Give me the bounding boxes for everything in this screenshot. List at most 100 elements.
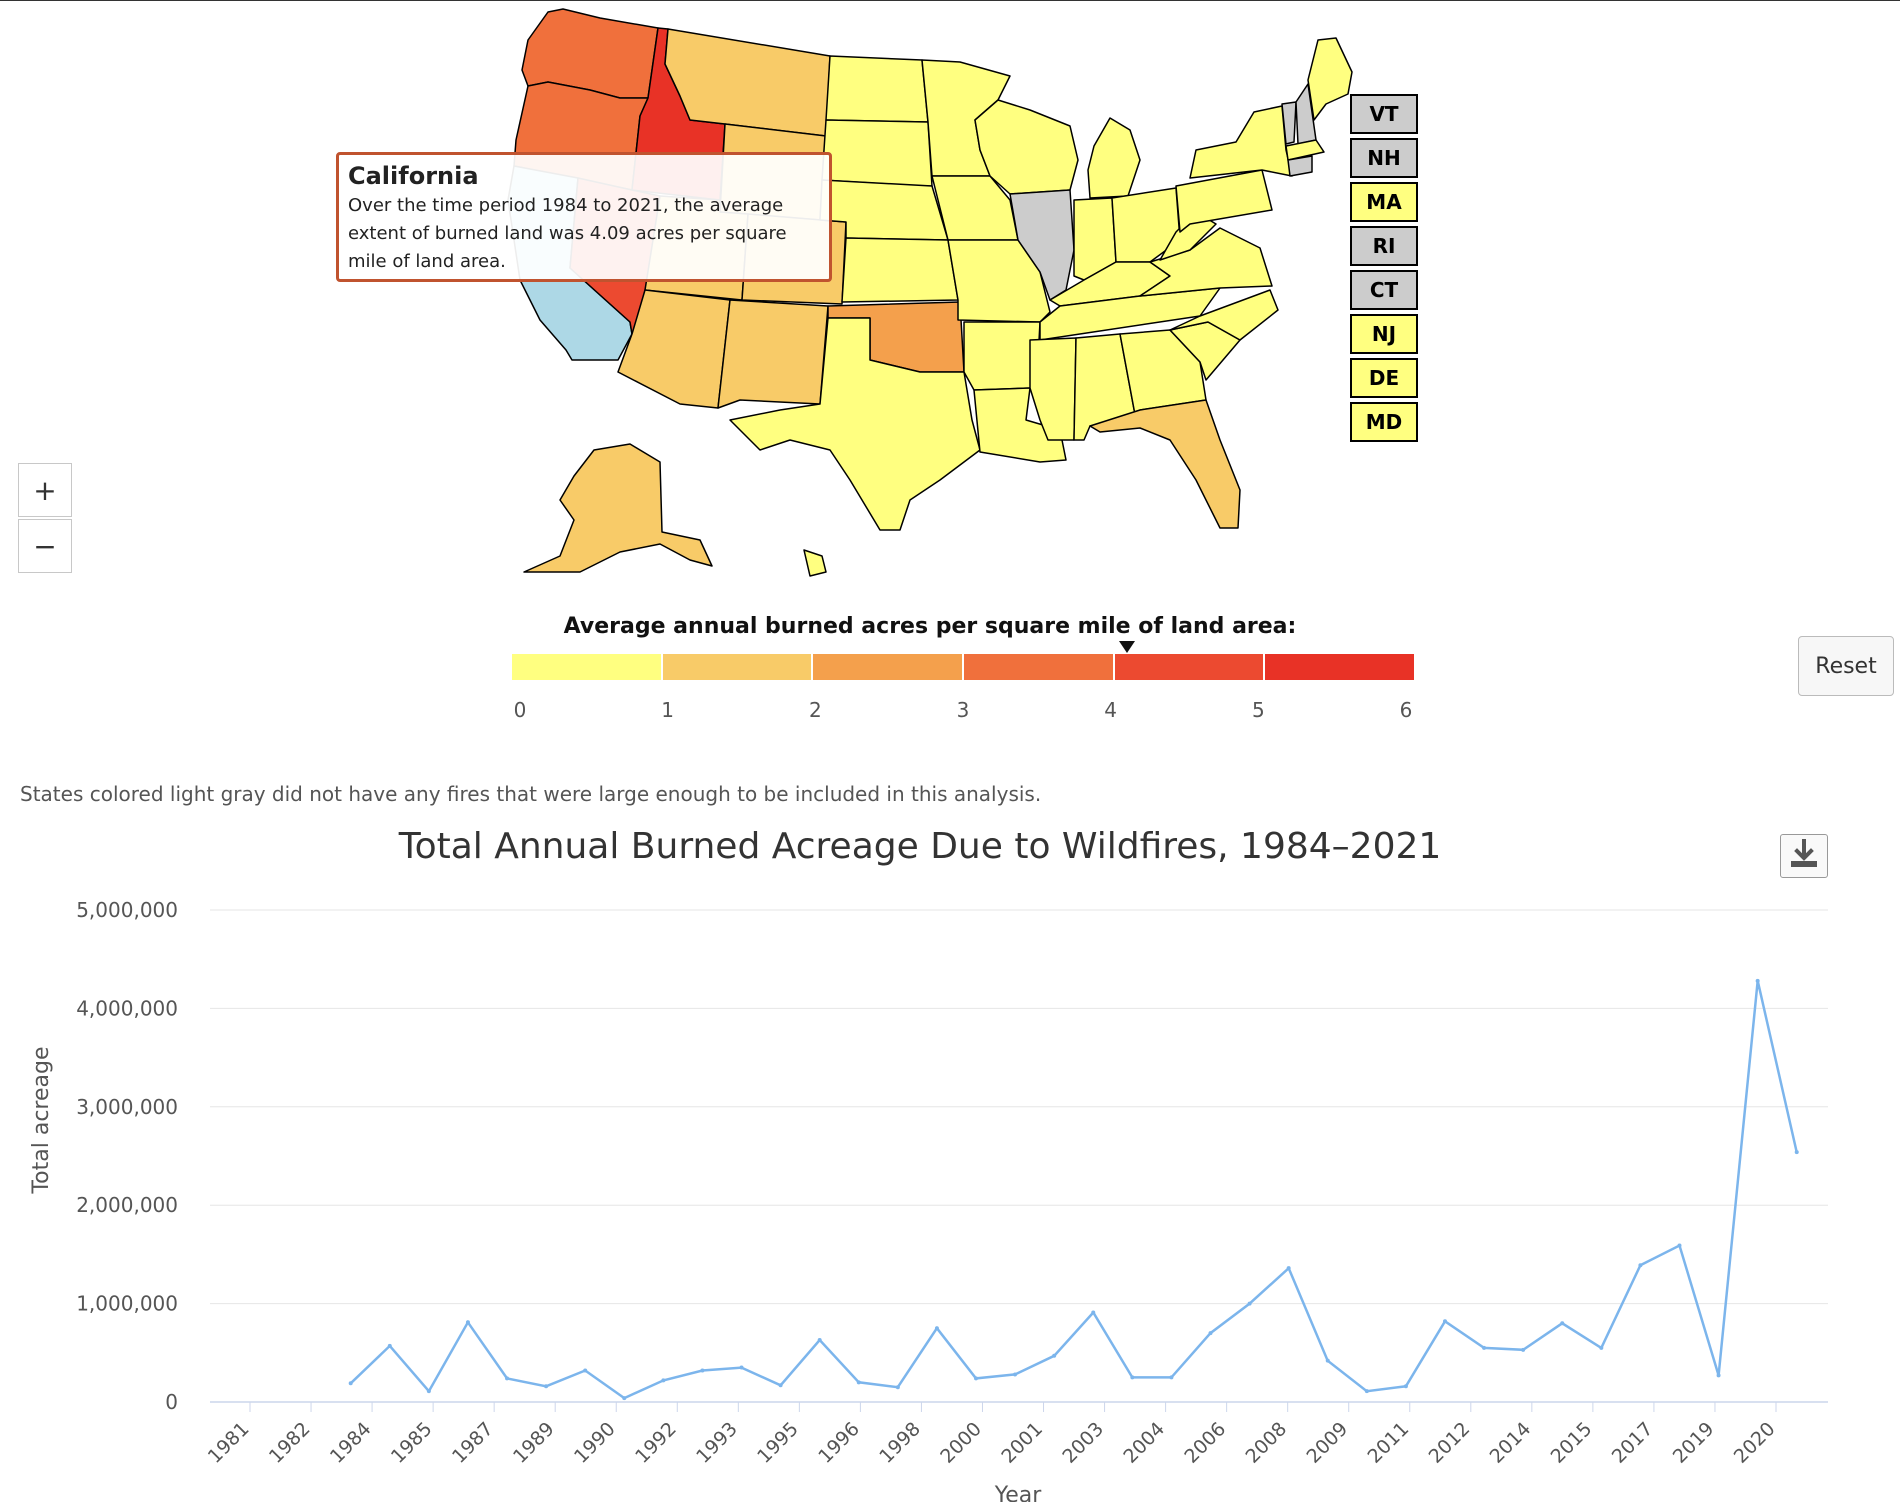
data-point[interactable]: [1442, 1319, 1447, 1324]
x-tick-label: 2003: [1058, 1418, 1108, 1468]
state-maine[interactable]: [1307, 37, 1353, 121]
state-connecticut[interactable]: [1287, 155, 1313, 177]
tooltip-text: Over the time period 1984 to 2021, the a…: [348, 195, 787, 272]
small-state-de[interactable]: DE: [1350, 358, 1418, 398]
data-point[interactable]: [1091, 1310, 1096, 1315]
data-point[interactable]: [426, 1389, 431, 1394]
data-point[interactable]: [348, 1381, 353, 1386]
download-icon: [1791, 839, 1817, 867]
x-tick-label: 2008: [1241, 1418, 1291, 1468]
data-point[interactable]: [934, 1326, 939, 1331]
small-state-nh[interactable]: NH: [1350, 138, 1418, 178]
export-menu-button[interactable]: [1780, 834, 1828, 878]
state-texas[interactable]: [729, 317, 981, 531]
small-state-ri[interactable]: RI: [1350, 226, 1418, 266]
data-point[interactable]: [1169, 1375, 1174, 1380]
x-tick-label: 2001: [997, 1418, 1047, 1468]
y-tick-label: 5,000,000: [76, 898, 178, 922]
state-florida[interactable]: [1089, 399, 1241, 529]
data-point[interactable]: [1013, 1372, 1018, 1377]
data-point[interactable]: [544, 1384, 549, 1389]
data-point[interactable]: [974, 1376, 979, 1381]
legend-tick-label: 5: [1251, 698, 1265, 722]
y-tick-labels: 0 1,000,000 2,000,000 3,000,000 4,000,000 5,0…: [76, 898, 178, 1414]
small-state-nj[interactable]: NJ: [1350, 314, 1418, 354]
state-virginia[interactable]: [1139, 227, 1273, 297]
x-tick-labels: 1981 1982 1984 1985 1987 1989 1990 1992 1993 1995…: [204, 1402, 1780, 1468]
small-state-md[interactable]: MD: [1350, 402, 1418, 442]
data-point[interactable]: [1325, 1358, 1330, 1363]
x-tick-label: 2004: [1119, 1418, 1169, 1468]
data-point[interactable]: [856, 1380, 861, 1385]
data-point[interactable]: [1208, 1331, 1213, 1336]
reset-button[interactable]: Reset: [1798, 636, 1894, 696]
data-point[interactable]: [1599, 1345, 1604, 1350]
data-point[interactable]: [1286, 1266, 1291, 1271]
legend-tick-label: 3: [956, 698, 970, 722]
state-hawaii[interactable]: [803, 549, 827, 577]
x-tick-label: 1990: [570, 1418, 620, 1468]
data-point[interactable]: [1794, 1150, 1799, 1155]
y-tick-label: 0: [165, 1390, 178, 1414]
small-state-ma[interactable]: MA: [1350, 182, 1418, 222]
state-pennsylvania[interactable]: [1175, 169, 1273, 233]
legend-tick-label: 2: [808, 698, 822, 722]
data-point[interactable]: [895, 1385, 900, 1390]
data-point[interactable]: [1677, 1243, 1682, 1248]
data-point[interactable]: [1130, 1375, 1135, 1380]
state-michigan[interactable]: [1087, 117, 1141, 199]
state-north-dakota[interactable]: [825, 55, 929, 123]
burned-acreage-line-chart: 0 1,000,000 2,000,000 3,000,000 4,000,000 5,0…: [29, 898, 1828, 1502]
data-point[interactable]: [465, 1320, 470, 1325]
x-tick-label: 2000: [936, 1418, 986, 1468]
small-state-ct[interactable]: CT: [1350, 270, 1418, 310]
data-point[interactable]: [1521, 1347, 1526, 1352]
legend-tick-label: 1: [661, 698, 675, 722]
x-tick-label: 2019: [1669, 1418, 1719, 1468]
zoom-in-button[interactable]: +: [18, 463, 72, 517]
state-new-mexico[interactable]: [717, 299, 829, 409]
data-point[interactable]: [1364, 1389, 1369, 1394]
tooltip-title: California: [348, 162, 479, 190]
state-vermont[interactable]: [1281, 101, 1297, 145]
zoom-out-button[interactable]: −: [18, 519, 72, 573]
state-arkansas[interactable]: [963, 321, 1041, 391]
data-point[interactable]: [1482, 1345, 1487, 1350]
data-point[interactable]: [583, 1368, 588, 1373]
data-point[interactable]: [1247, 1301, 1252, 1306]
map-panel: + − VT NH MA RI CT NJ DE MD California Over the…: [18, 8, 1418, 722]
state-south-dakota[interactable]: [821, 119, 933, 187]
y-tick-label: 2,000,000: [76, 1193, 178, 1217]
data-point[interactable]: [1560, 1321, 1565, 1326]
x-tick-label: 1998: [875, 1418, 925, 1468]
data-point[interactable]: [739, 1365, 744, 1370]
state-louisiana[interactable]: [973, 387, 1067, 463]
data-point[interactable]: [1403, 1384, 1408, 1389]
x-tick-label: 2009: [1303, 1418, 1353, 1468]
x-tick-label: 1985: [387, 1418, 437, 1468]
data-point[interactable]: [505, 1376, 510, 1381]
data-point[interactable]: [817, 1338, 822, 1343]
x-tick-label: 1993: [692, 1418, 742, 1468]
data-point[interactable]: [661, 1378, 666, 1383]
state-kansas[interactable]: [841, 237, 959, 303]
series-line[interactable]: [349, 980, 1798, 1400]
us-states-map: [507, 8, 1353, 577]
small-state-vt[interactable]: VT: [1350, 94, 1418, 134]
data-point[interactable]: [622, 1396, 627, 1401]
data-point[interactable]: [700, 1368, 705, 1373]
data-point[interactable]: [1052, 1353, 1057, 1358]
state-new-york[interactable]: [1189, 105, 1293, 179]
data-point[interactable]: [1716, 1373, 1721, 1378]
state-montana[interactable]: [664, 28, 831, 137]
data-point[interactable]: [1638, 1263, 1643, 1268]
data-point[interactable]: [778, 1383, 783, 1388]
data-point[interactable]: [1755, 978, 1760, 983]
state-massachusetts[interactable]: [1285, 139, 1325, 161]
x-tick-label: 2014: [1486, 1418, 1536, 1468]
data-point[interactable]: [387, 1343, 392, 1348]
legend-segment: [1265, 654, 1415, 680]
state-alaska[interactable]: [523, 443, 713, 573]
x-axis-label: Year: [994, 1483, 1043, 1502]
state-north-carolina[interactable]: [1169, 289, 1279, 341]
